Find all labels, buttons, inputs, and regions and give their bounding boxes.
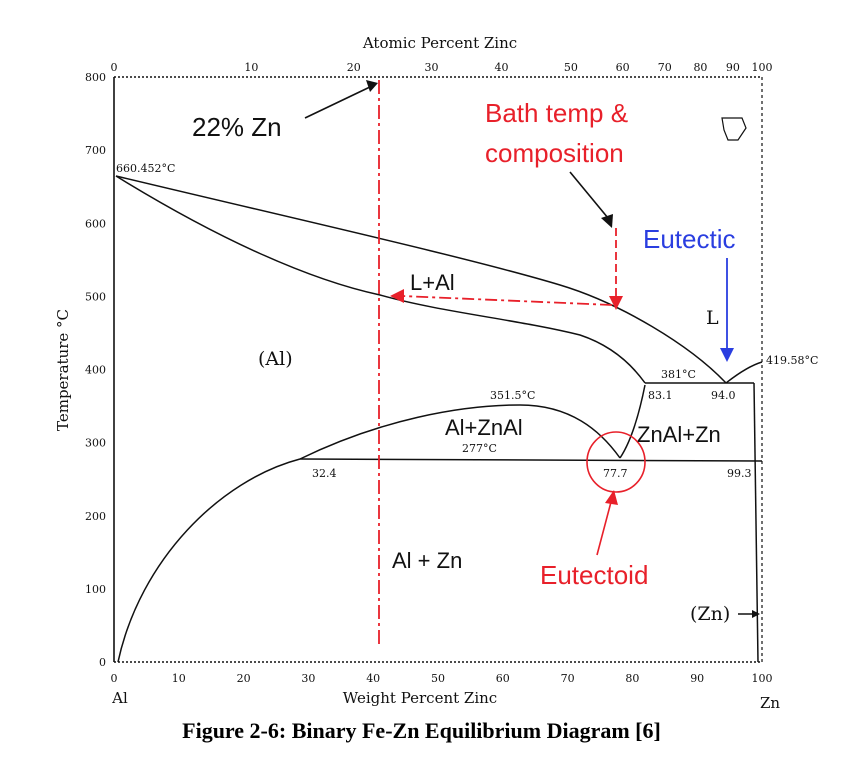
top-tick-labels: 0 10 20 30 40 50 60 70 80 90 100 xyxy=(111,61,773,74)
bath-arrowhead xyxy=(601,214,613,228)
eutectic-annotation: Eutectic xyxy=(643,224,736,254)
zn-phase-label: (Zn) xyxy=(690,603,730,625)
bottom-tick-label: 90 xyxy=(690,672,704,685)
corner-mark-icon xyxy=(721,117,747,141)
bath-horizontal-arrow xyxy=(401,295,613,306)
al-zn-phase-label: Al + Zn xyxy=(392,548,462,573)
left-tick-label: 300 xyxy=(85,437,106,450)
top-tick-label: 90 xyxy=(726,61,740,74)
al-phase-label: (Al) xyxy=(258,348,293,370)
c94-0-label: 94.0 xyxy=(711,389,736,402)
figure-caption: Figure 2-6: Binary Fe-Zn Equilibrium Dia… xyxy=(182,718,661,743)
left-tick-label: 500 xyxy=(85,290,106,303)
bottom-tick-label: 30 xyxy=(301,672,315,685)
znal-zn-phase-label: ZnAl+Zn xyxy=(637,422,721,447)
zn-melt-label: 419.58°C xyxy=(766,354,818,367)
bath-horizontal-arrowhead xyxy=(390,289,404,303)
top-tick-label: 10 xyxy=(244,61,258,74)
top-tick-label: 0 xyxy=(111,61,118,74)
c77-7-label: 77.7 xyxy=(603,467,628,480)
zn22-annotation: 22% Zn xyxy=(192,112,282,142)
top-tick-label: 40 xyxy=(495,61,509,74)
left-axis-title: Temperature °C xyxy=(54,309,72,431)
zn22-arrowhead xyxy=(366,80,378,92)
al-solvus xyxy=(117,458,301,663)
eutectoid-arrow xyxy=(596,501,612,556)
c99-3-label: 99.3 xyxy=(727,467,752,480)
solidus-al xyxy=(115,175,646,384)
eutectoid-circle xyxy=(586,431,646,493)
top-axis-title: Atomic Percent Zinc xyxy=(362,34,517,52)
left-tick-label: 700 xyxy=(85,144,106,157)
top-tick-label: 50 xyxy=(564,61,578,74)
liquidus-zn xyxy=(725,361,763,384)
zn-phase-arrowhead xyxy=(752,610,760,618)
bottom-tick-label: 70 xyxy=(561,672,575,685)
zn-solvus xyxy=(753,382,759,663)
left-tick-label: 800 xyxy=(85,71,106,84)
zn22-arrow xyxy=(304,85,373,119)
c32-4-label: 32.4 xyxy=(312,467,337,480)
miscibility-gap xyxy=(299,404,621,460)
bath-annotation-line2: composition xyxy=(485,138,624,168)
l-al-phase-label: L+Al xyxy=(410,270,455,295)
bath-arrow xyxy=(569,171,609,219)
bottom-tick-label: 40 xyxy=(366,672,380,685)
bottom-tick-label: 50 xyxy=(431,672,445,685)
bottom-tick-label: 20 xyxy=(237,672,251,685)
zn-end-label: Zn xyxy=(760,694,780,712)
bath-annotation-line1: Bath temp & xyxy=(485,98,628,128)
bath-vertical-arrowhead xyxy=(609,296,623,310)
al-melt-label: 660.452°C xyxy=(116,162,175,175)
left-tick-labels: 0 100 200 300 400 500 600 700 800 xyxy=(85,71,106,669)
left-tick-label: 100 xyxy=(85,583,106,596)
bottom-tick-label: 10 xyxy=(172,672,186,685)
top-tick-label: 70 xyxy=(658,61,672,74)
bottom-tick-label: 80 xyxy=(625,672,639,685)
top-tick-label: 100 xyxy=(752,61,773,74)
bottom-axis-title: Weight Percent Zinc xyxy=(343,689,497,707)
t3515-label: 351.5°C xyxy=(490,389,535,402)
al-end-label: Al xyxy=(111,689,128,707)
eutectic-arrowhead xyxy=(720,348,734,362)
left-tick-label: 200 xyxy=(85,510,106,523)
top-tick-label: 80 xyxy=(693,61,707,74)
t381-label: 381°C xyxy=(661,368,696,381)
left-tick-label: 400 xyxy=(85,364,106,377)
eutectoid-arrowhead xyxy=(605,490,618,505)
top-tick-label: 20 xyxy=(347,61,361,74)
eutectoid-277 xyxy=(299,458,763,462)
bottom-tick-labels: 0 10 20 30 40 50 60 70 80 90 100 xyxy=(111,672,773,685)
top-tick-label: 30 xyxy=(425,61,439,74)
t277-label: 277°C xyxy=(462,442,497,455)
phase-diagram: 0 10 20 30 40 50 60 70 80 90 100 0 10 20 30 40 50 60 70 80… xyxy=(54,34,818,712)
al-znal-phase-label: Al+ZnAl xyxy=(445,415,523,440)
l-phase-label: L xyxy=(706,307,719,329)
eutectoid-annotation: Eutectoid xyxy=(540,560,648,590)
phase-boundaries xyxy=(115,175,763,663)
bottom-tick-label: 100 xyxy=(752,672,773,685)
top-tick-label: 60 xyxy=(616,61,630,74)
left-tick-label: 600 xyxy=(85,217,106,230)
bottom-tick-label: 60 xyxy=(496,672,510,685)
liquidus-upper xyxy=(115,175,727,384)
left-tick-label: 0 xyxy=(99,656,106,669)
znal-boundary xyxy=(619,384,646,459)
bottom-tick-label: 0 xyxy=(111,672,118,685)
c83-1-label: 83.1 xyxy=(648,389,673,402)
